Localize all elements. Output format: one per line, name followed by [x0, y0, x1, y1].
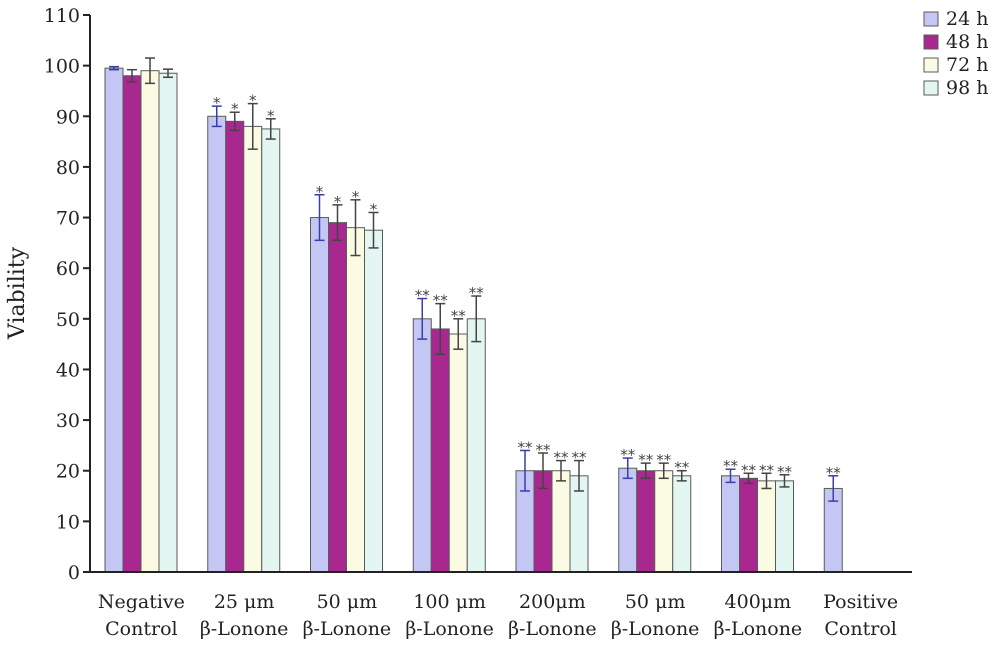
bar — [466, 318, 486, 573]
significance-marker: ** — [572, 449, 588, 467]
y-tick-label: 40 — [56, 359, 80, 381]
significance-marker: * — [231, 100, 239, 118]
x-category-label: β-Lonone — [508, 618, 597, 640]
significance-marker: * — [316, 183, 324, 201]
x-category-label: Positive — [823, 591, 898, 613]
significance-marker: ** — [759, 461, 775, 479]
legend: 24 h48 h72 h98 h — [923, 8, 988, 99]
x-category-label: Control — [824, 618, 896, 640]
y-tick-label: 10 — [56, 511, 80, 533]
y-axis-ticks: 0 10 20 30 40 50 60 70 80 90 100 110 — [44, 5, 90, 584]
legend-label: 98 h — [946, 77, 988, 99]
x-axis-category-labels: Negative Control 25 μm β-Lonone 50 μm β-Lonon… — [98, 591, 898, 640]
significance-marker: ** — [826, 464, 842, 482]
x-category-label: 200μm — [519, 591, 586, 613]
legend-swatch — [923, 11, 939, 27]
significance-layer: ****** **** ****************** ************… — [213, 92, 841, 482]
y-tick-label: 110 — [44, 5, 80, 27]
bar — [654, 470, 674, 573]
bar — [430, 328, 450, 573]
bar — [328, 222, 347, 573]
bar — [721, 475, 740, 573]
y-tick-label: 80 — [56, 157, 80, 179]
significance-marker: ** — [518, 438, 534, 456]
bar — [636, 470, 656, 573]
significance-marker: ** — [777, 463, 793, 481]
bar — [207, 115, 227, 573]
legend-label: 72 h — [946, 54, 988, 76]
bar — [122, 75, 142, 573]
bar — [757, 480, 776, 573]
y-tick-label: 30 — [56, 410, 80, 432]
bar — [551, 470, 571, 573]
bar — [672, 475, 692, 573]
bar — [775, 480, 794, 573]
significance-marker: ** — [536, 441, 552, 459]
error-bars-layer — [109, 57, 839, 502]
x-category-label: 400μm — [725, 591, 792, 613]
significance-marker: ** — [415, 287, 431, 305]
bar — [412, 318, 432, 573]
x-category-label: 50 μm — [625, 591, 686, 613]
bar — [310, 217, 329, 573]
x-category-label: 25 μm — [214, 591, 275, 613]
significance-marker: * — [267, 107, 275, 125]
x-category-label: β-Lonone — [405, 618, 494, 640]
significance-marker: * — [249, 92, 257, 110]
x-category-label: 100 μm — [413, 591, 486, 613]
bar — [618, 467, 638, 573]
x-category-label: Negative — [98, 591, 185, 613]
y-axis-title: Viability — [5, 246, 30, 340]
y-tick-label: 90 — [56, 106, 80, 128]
significance-marker: ** — [674, 459, 690, 477]
legend-swatch — [923, 57, 939, 73]
y-tick-label: 50 — [56, 309, 80, 331]
x-category-label: Control — [105, 618, 177, 640]
bar — [448, 333, 468, 573]
x-category-label: β-Lonone — [714, 618, 803, 640]
axes — [89, 15, 912, 573]
bar — [364, 229, 383, 573]
y-tick-label: 0 — [68, 562, 80, 584]
bars-layer — [104, 67, 843, 573]
legend-label: 48 h — [946, 31, 988, 53]
significance-marker: ** — [451, 307, 467, 325]
y-tick-label: 60 — [56, 258, 80, 280]
x-category-label: β-Lonone — [303, 618, 392, 640]
legend-swatch — [923, 80, 939, 96]
x-category-label: β-Lonone — [200, 618, 289, 640]
x-category-label: 50 μm — [317, 591, 378, 613]
y-tick-label: 70 — [56, 208, 80, 230]
significance-marker: * — [370, 200, 378, 218]
significance-marker: ** — [469, 284, 485, 302]
bar — [225, 120, 245, 573]
significance-marker: ** — [741, 461, 757, 479]
significance-marker: ** — [638, 451, 654, 469]
significance-marker: ** — [656, 451, 672, 469]
y-tick-label: 100 — [44, 56, 80, 78]
significance-marker: * — [213, 94, 221, 112]
legend-label: 24 h — [946, 8, 988, 30]
bar — [243, 125, 263, 573]
significance-marker: ** — [433, 292, 449, 310]
bar — [739, 477, 758, 573]
bar — [346, 227, 365, 573]
bar — [140, 70, 160, 573]
bar — [158, 72, 178, 573]
legend-swatch — [923, 34, 939, 50]
significance-marker: ** — [620, 446, 636, 464]
x-category-label: β-Lonone — [611, 618, 700, 640]
bar — [261, 128, 281, 573]
significance-marker: * — [334, 193, 342, 211]
significance-marker: ** — [723, 457, 739, 475]
y-tick-label: 20 — [56, 461, 80, 483]
significance-marker: ** — [554, 449, 570, 467]
bar — [104, 67, 124, 573]
significance-marker: * — [352, 188, 360, 206]
